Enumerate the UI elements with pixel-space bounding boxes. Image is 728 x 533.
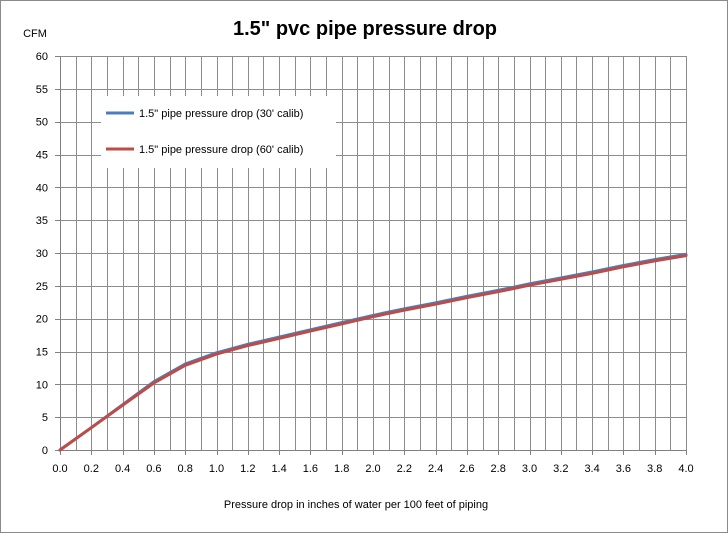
x-tick-label: 0.4 <box>115 463 130 475</box>
axes <box>55 56 687 455</box>
legend-label: 1.5" pipe pressure drop (60' calib) <box>139 144 303 156</box>
x-tick-label: 3.0 <box>522 463 537 475</box>
y-tick-label: 30 <box>36 248 48 260</box>
chart-title: 1.5" pvc pipe pressure drop <box>233 18 497 40</box>
y-tick-label: 20 <box>36 314 48 326</box>
y-tick-label: 10 <box>36 379 48 391</box>
y-tick-label: 35 <box>36 215 48 227</box>
y-tick-label: 60 <box>36 51 48 63</box>
x-axis-label: Pressure drop in inches of water per 100… <box>224 499 488 511</box>
y-tick-label: 45 <box>36 150 48 162</box>
y-tick-label: 25 <box>36 281 48 293</box>
x-tick-label: 3.4 <box>584 463 599 475</box>
x-tick-label: 2.0 <box>365 463 380 475</box>
x-tick-label: 1.2 <box>240 463 255 475</box>
y-tick-label: 15 <box>36 347 48 359</box>
series-lines <box>58 252 688 452</box>
x-tick-label: 1.4 <box>271 463 286 475</box>
x-tick-label: 3.2 <box>553 463 568 475</box>
x-tick-label: 0.2 <box>84 463 99 475</box>
y-tick-label: 40 <box>36 182 48 194</box>
x-tick-label: 4.0 <box>678 463 693 475</box>
y-tick-label: 5 <box>42 412 48 424</box>
x-tick-label: 3.8 <box>647 463 662 475</box>
y-tick-label: 50 <box>36 117 48 129</box>
x-tick-label: 1.6 <box>303 463 318 475</box>
x-tick-label: 0.8 <box>178 463 193 475</box>
x-tick-label: 0.0 <box>52 463 67 475</box>
x-tick-label: 3.6 <box>616 463 631 475</box>
tick-labels: 0 5 10 15 20 25 30 35 40 45 50 55 60 0.0 0.2 0.4 0.6 0.8 1… <box>36 51 694 475</box>
x-tick-label: 0.6 <box>146 463 161 475</box>
x-tick-label: 2.2 <box>397 463 412 475</box>
x-tick-label: 2.6 <box>459 463 474 475</box>
legend-label: 1.5" pipe pressure drop (30' calib) <box>139 108 303 120</box>
legend: 1.5" pipe pressure drop (30' calib) 1.5" … <box>101 96 336 168</box>
x-tick-label: 1.0 <box>209 463 224 475</box>
y-tick-label: 0 <box>42 445 48 457</box>
x-tick-label: 2.4 <box>428 463 443 475</box>
x-tick-label: 2.8 <box>491 463 506 475</box>
y-tick-label: 55 <box>36 84 48 96</box>
series-line-2 <box>58 254 688 452</box>
legend-box <box>101 96 336 168</box>
y-axis-label: CFM <box>23 28 47 40</box>
x-tick-label: 1.8 <box>334 463 349 475</box>
